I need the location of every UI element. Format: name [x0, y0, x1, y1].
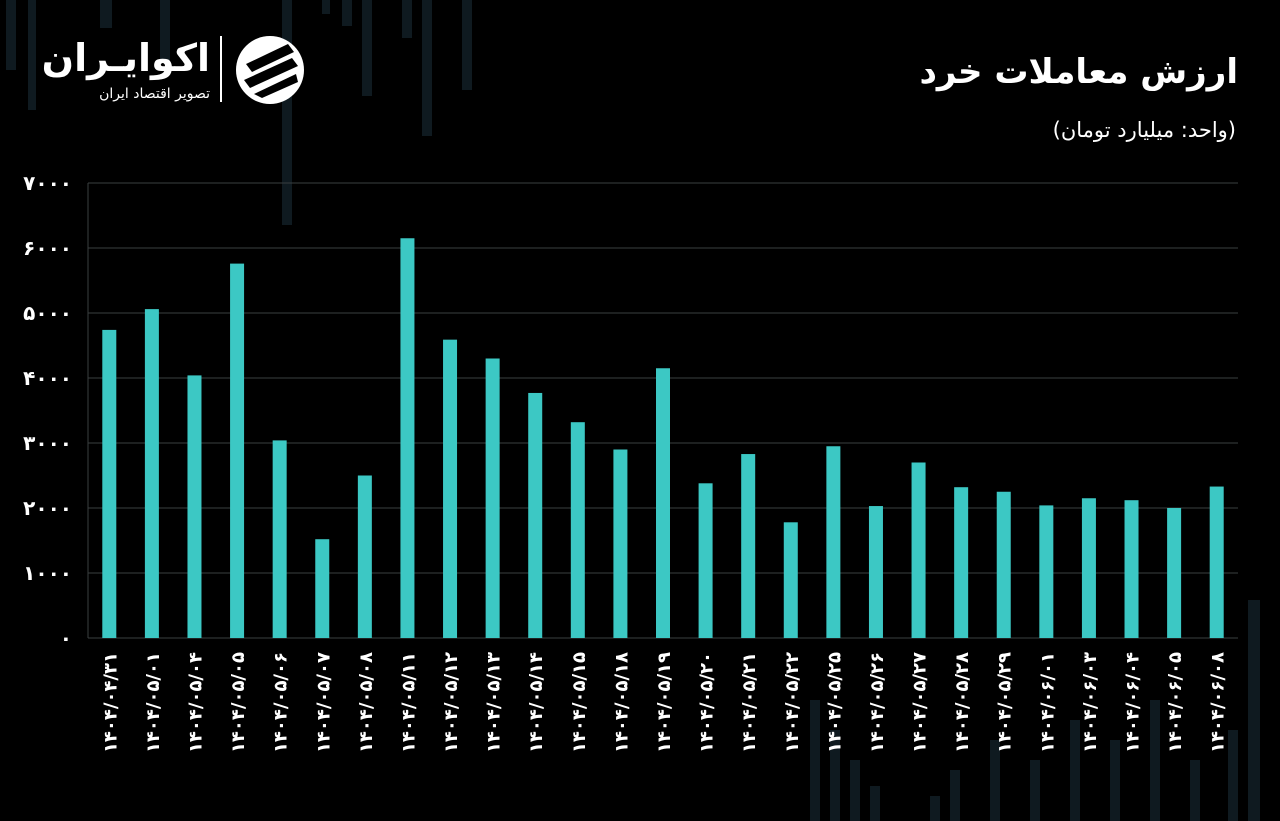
x-tick-label: ۱۴۰۴/۰۵/۲۱	[739, 652, 760, 753]
bar	[357, 475, 372, 638]
x-tick-label: ۱۴۰۴/۰۶/۰۳	[1080, 652, 1101, 753]
bar	[1209, 486, 1224, 638]
bar	[1081, 498, 1096, 638]
bar	[698, 483, 713, 638]
bar	[996, 491, 1011, 638]
x-tick-label: ۱۴۰۴/۰۵/۱۹	[654, 652, 675, 753]
bar	[741, 454, 756, 638]
y-tick-label: ۵۰۰۰	[23, 301, 72, 325]
bar	[315, 539, 330, 638]
bar	[826, 446, 841, 638]
x-tick-label: ۱۴۰۴/۰۵/۱۳	[484, 652, 505, 753]
y-tick-label: ۰	[60, 626, 72, 650]
bar	[954, 487, 969, 638]
x-tick-label: ۱۴۰۴/۰۵/۲۸	[952, 652, 973, 753]
x-tick-label: ۱۴۰۴/۰۵/۰۴	[185, 652, 206, 753]
bar	[400, 238, 415, 638]
bar	[783, 522, 798, 638]
brand-logo-mark-icon	[236, 36, 304, 104]
bar	[656, 368, 670, 638]
chart-title: ارزش معاملات خرد	[919, 52, 1238, 92]
chart-subtitle: (واحد: میلیارد تومان)	[1052, 118, 1236, 142]
x-tick-label: ۱۴۰۴/۰۶/۰۵	[1165, 652, 1186, 753]
y-tick-label: ۷۰۰۰	[23, 171, 72, 195]
x-tick-label: ۱۴۰۴/۰۵/۲۹	[995, 652, 1016, 753]
bar	[272, 440, 287, 638]
bar	[443, 339, 458, 638]
x-tick-label: ۱۴۰۴/۰۵/۱۸	[611, 652, 632, 753]
bar	[613, 449, 628, 638]
bar	[528, 392, 543, 638]
brand-divider	[220, 36, 222, 102]
y-tick-label: ۱۰۰۰	[23, 561, 72, 585]
y-tick-label: ۴۰۰۰	[23, 366, 72, 390]
bar	[102, 329, 117, 638]
x-tick-label: ۱۴۰۴/۰۵/۲۲	[782, 652, 803, 753]
x-tick-label: ۱۴۰۴/۰۶/۰۱	[1037, 652, 1058, 753]
brand-logo[interactable]: اکوایـران تصویر اقتصاد ایران	[42, 30, 310, 110]
x-tick-label: ۱۴۰۴/۰۵/۰۵	[228, 652, 249, 753]
x-tick-label: ۱۴۰۴/۰۵/۱۱	[398, 652, 419, 753]
x-tick-label: ۱۴۰۴/۰۵/۱۵	[569, 652, 590, 753]
y-tick-label: ۶۰۰۰	[23, 236, 72, 260]
x-tick-label: ۱۴۰۴/۰۵/۲۶	[867, 652, 888, 753]
brand-name: اکوایـران	[41, 36, 210, 80]
x-tick-label: ۱۴۰۴/۰۶/۰۸	[1208, 652, 1229, 753]
y-tick-label: ۲۰۰۰	[23, 496, 72, 520]
y-tick-label: ۳۰۰۰	[23, 431, 72, 455]
bar	[1124, 500, 1139, 638]
x-tick-label: ۱۴۰۴/۰۵/۱۲	[441, 652, 462, 753]
bar	[187, 375, 202, 638]
x-tick-label: ۱۴۰۴/۰۴/۳۱	[100, 652, 121, 753]
bar	[570, 422, 585, 638]
bar	[144, 309, 159, 638]
brand-tagline: تصویر اقتصاد ایران	[99, 86, 210, 102]
x-tick-label: ۱۴۰۴/۰۵/۲۰	[697, 652, 718, 753]
bar	[1167, 508, 1182, 638]
x-tick-label: ۱۴۰۴/۰۶/۰۴	[1123, 652, 1144, 753]
x-tick-label: ۱۴۰۴/۰۵/۰۸	[356, 652, 377, 753]
bar	[1039, 505, 1054, 638]
x-tick-label: ۱۴۰۴/۰۵/۰۱	[143, 652, 164, 753]
bar	[230, 263, 245, 638]
x-tick-label: ۱۴۰۴/۰۵/۲۷	[910, 652, 931, 753]
x-tick-label: ۱۴۰۴/۰۵/۰۷	[313, 652, 334, 753]
bar	[485, 358, 500, 638]
x-tick-label: ۱۴۰۴/۰۵/۰۶	[271, 652, 292, 753]
x-tick-label: ۱۴۰۴/۰۵/۲۵	[824, 652, 845, 753]
bar	[868, 506, 883, 638]
x-tick-label: ۱۴۰۴/۰۵/۱۴	[526, 652, 547, 753]
bar	[911, 462, 926, 638]
